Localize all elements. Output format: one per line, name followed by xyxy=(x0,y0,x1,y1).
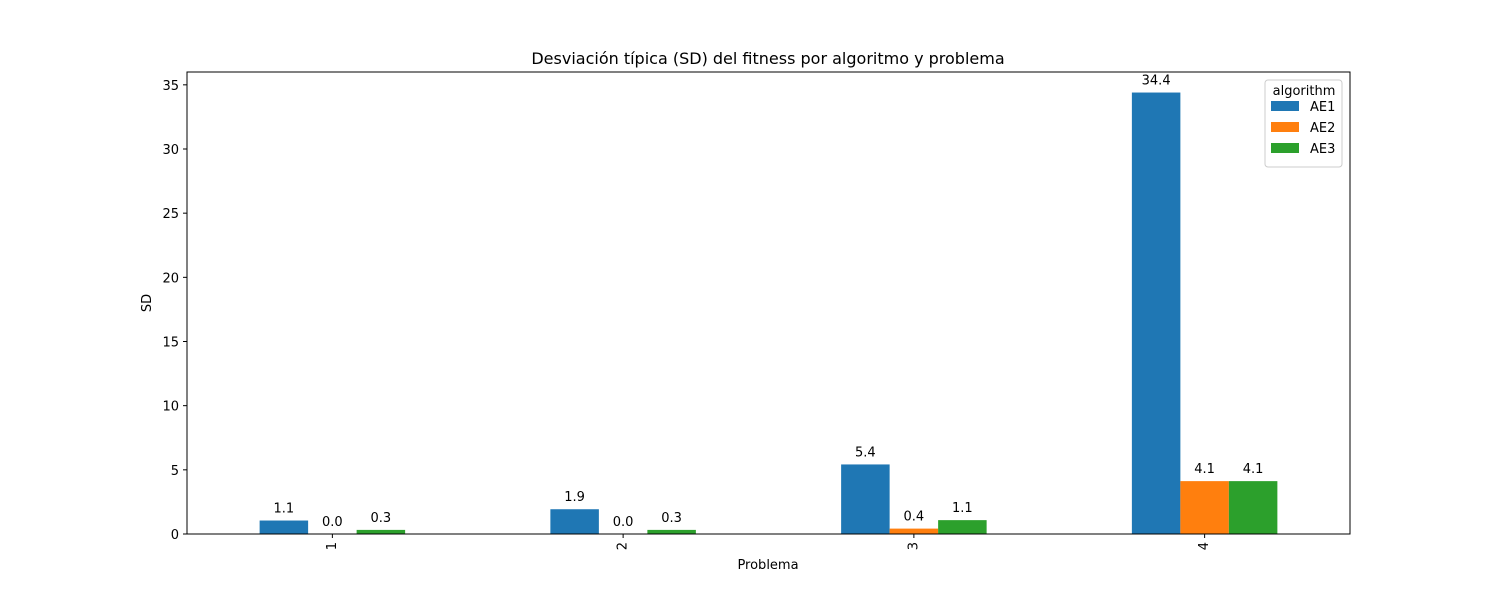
y-tick-label: 15 xyxy=(162,336,179,351)
y-tick-label: 35 xyxy=(162,79,179,94)
bar-ae2-3 xyxy=(889,528,939,534)
bar-ae3-4 xyxy=(1228,481,1278,534)
bar-ae3-3 xyxy=(938,520,987,534)
legend-label-ae1: AE1 xyxy=(1310,100,1335,115)
legend-swatch-ae1 xyxy=(1271,101,1299,111)
bar-value-label: 0.0 xyxy=(322,515,343,530)
legend-label-ae2: AE2 xyxy=(1310,121,1335,136)
bar-ae1-4 xyxy=(1131,92,1181,535)
y-tick-label: 30 xyxy=(162,143,179,158)
bar-value-label: 4.1 xyxy=(1194,462,1215,477)
bar-ae1-2 xyxy=(550,509,599,534)
y-tick-label: 10 xyxy=(162,400,179,415)
x-tick-label: 1 xyxy=(325,542,340,550)
bar-value-label: 1.1 xyxy=(274,502,295,517)
y-tick-label: 0 xyxy=(171,528,179,543)
chart-title: Desviación típica (SD) del fitness por a… xyxy=(531,49,1004,68)
bar-value-label: 1.1 xyxy=(952,501,973,516)
bar-value-label: 1.9 xyxy=(564,490,585,505)
plot-area: 1.1 0.0 0.3 1 1.9 0.0 0.3 2 5.4 0.4 1.1 3 34.4 4.1 4.1… xyxy=(162,71,1351,550)
legend-swatch-ae2 xyxy=(1271,122,1299,132)
x-tick-label: 2 xyxy=(616,542,631,550)
legend: algorithm AE1 AE2 AE3 xyxy=(1264,79,1343,168)
bar-value-label: 34.4 xyxy=(1142,74,1171,89)
bar-value-label: 0.0 xyxy=(613,515,634,530)
bar-ae1-1 xyxy=(259,520,309,534)
bar-value-label: 0.3 xyxy=(661,511,682,526)
y-tick-label: 5 xyxy=(171,464,179,479)
bar-ae1-3 xyxy=(841,464,890,534)
y-tick-label: 20 xyxy=(162,271,179,286)
x-tick-label: 3 xyxy=(906,542,921,550)
bar-ae2-4 xyxy=(1180,481,1229,534)
x-tick-label: 4 xyxy=(1197,542,1212,550)
bar-ae3-1 xyxy=(356,529,406,534)
bar-value-label: 4.1 xyxy=(1243,462,1264,477)
bar-value-label: 0.3 xyxy=(371,511,392,526)
bar-value-label: 0.4 xyxy=(904,510,925,525)
legend-title: algorithm xyxy=(1273,84,1336,99)
plot-frame xyxy=(186,71,1351,535)
x-axis-label: Problema xyxy=(737,558,798,573)
bar-ae3-2 xyxy=(647,529,696,534)
bar-value-label: 5.4 xyxy=(855,445,876,460)
y-tick-label: 25 xyxy=(162,207,179,222)
y-axis-label: SD xyxy=(140,294,155,312)
legend-swatch-ae3 xyxy=(1271,143,1299,153)
legend-label-ae3: AE3 xyxy=(1310,142,1335,157)
